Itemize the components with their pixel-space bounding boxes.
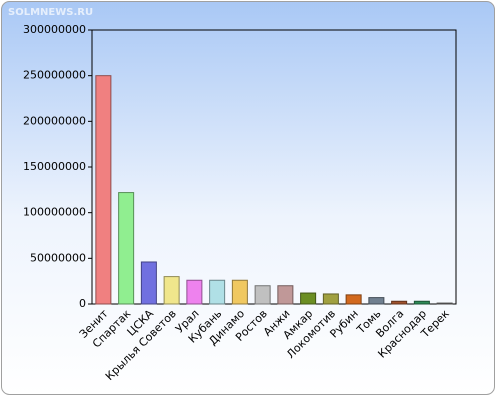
y-tick-label: 200000000	[23, 114, 86, 127]
y-tick-label: 300000000	[23, 23, 86, 36]
y-tick-label: 0	[79, 297, 86, 310]
bar	[209, 279, 226, 305]
bar	[413, 300, 430, 305]
bar	[118, 192, 135, 305]
y-tick-label: 100000000	[23, 206, 86, 219]
y-tick-label: 250000000	[23, 69, 86, 82]
y-tick-label: 50000000	[30, 251, 86, 264]
bar	[345, 294, 362, 305]
bar	[322, 293, 339, 305]
bar	[95, 75, 112, 305]
bar	[277, 285, 294, 305]
bar	[186, 279, 203, 305]
bar	[140, 261, 157, 305]
bar	[391, 300, 408, 305]
y-tick-label: 150000000	[23, 160, 86, 173]
watermark: SOLMNEWS.RU	[8, 7, 93, 18]
bar	[300, 292, 317, 305]
bar	[254, 285, 271, 305]
bar	[368, 297, 385, 305]
bar	[231, 279, 248, 305]
bar	[163, 276, 180, 305]
bar	[436, 302, 453, 305]
